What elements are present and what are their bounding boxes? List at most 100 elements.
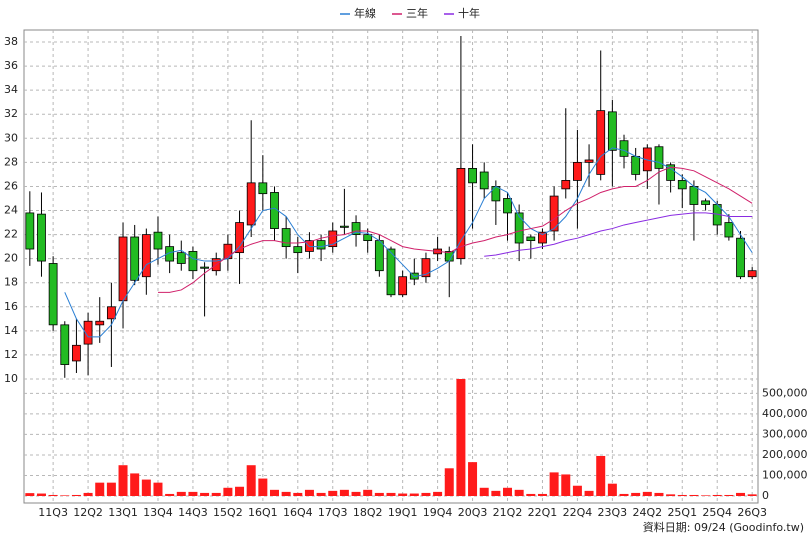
y-tick-label: 20: [4, 252, 18, 265]
candle-body: [328, 230, 338, 248]
ma-line: [64, 147, 753, 338]
y-tick-label: 10: [4, 372, 18, 385]
volume-bar: [654, 492, 664, 496]
volume-bar: [747, 494, 757, 496]
y-tick-label: 18: [4, 276, 18, 289]
y-tick-label: 30: [4, 131, 18, 144]
volume-bar: [456, 379, 466, 496]
candle-body: [130, 236, 140, 281]
volume-bar: [363, 489, 373, 496]
legend-label: 年線: [354, 6, 376, 20]
candle-body: [316, 240, 326, 250]
candle-body: [596, 110, 606, 175]
legend-label: 十年: [458, 6, 480, 20]
volume-bar: [584, 490, 594, 496]
x-tick-label: 13Q1: [108, 506, 138, 519]
candle-body: [677, 180, 687, 190]
candle-body: [654, 146, 664, 169]
volume-bar: [549, 472, 559, 496]
volume-bar: [666, 494, 676, 496]
x-tick-label: 16Q4: [283, 506, 313, 519]
x-tick-label: 26Q3: [737, 506, 767, 519]
legend: 年線 三年 十年: [340, 6, 480, 20]
volume-bar: [211, 492, 221, 496]
x-tick-label: 22Q1: [528, 506, 558, 519]
volume-bar: [374, 492, 384, 496]
volume-bar: [386, 492, 396, 496]
x-tick-label: 19Q4: [423, 506, 453, 519]
candle-body: [176, 252, 186, 264]
y-tick-label: 16: [4, 300, 18, 313]
candle-body: [83, 320, 93, 345]
volume-bar: [188, 491, 198, 496]
x-tick-label: 12Q2: [73, 506, 103, 519]
y2-tick-label: 500,000: [762, 386, 808, 399]
candle-body: [339, 225, 349, 228]
legend-label: 三年: [406, 6, 428, 20]
volume-bar: [269, 489, 279, 496]
volume-bar: [118, 465, 128, 496]
x-tick-label: 14Q3: [178, 506, 208, 519]
candle-body: [468, 167, 477, 184]
x-tick-label: 19Q1: [388, 506, 418, 519]
y-tick-label: 14: [4, 324, 18, 337]
candle-body: [235, 222, 244, 254]
volume-bar: [141, 479, 151, 496]
volume-bar: [339, 489, 349, 496]
candle-body: [666, 164, 676, 181]
volume-bar: [689, 494, 699, 496]
y-tick-label: 34: [4, 83, 18, 96]
volume-bar: [235, 486, 245, 496]
x-tick-label: 23Q3: [598, 506, 628, 519]
volume-bar: [444, 468, 454, 496]
volume-bar: [619, 493, 629, 496]
candle-body: [724, 222, 734, 238]
x-tick-label: 17Q3: [318, 506, 348, 519]
x-tick-label: 20Q3: [458, 506, 488, 519]
y-tick-label: 36: [4, 59, 18, 72]
candle-body: [60, 324, 70, 365]
candle-body: [246, 182, 256, 226]
footer: 資料日期: 09/24 (Goodinfo.tw): [643, 520, 804, 534]
ma-line: [157, 166, 753, 293]
candle-body: [106, 306, 116, 320]
volume-bar: [561, 474, 571, 496]
candle-body: [188, 251, 198, 272]
volume-bar: [677, 494, 687, 496]
volume-bar: [246, 465, 256, 496]
candle-body: [619, 140, 629, 157]
volume-bar: [537, 493, 547, 496]
candle-body: [153, 231, 163, 250]
candle-body: [25, 212, 35, 250]
candle-body: [538, 231, 547, 244]
x-tick-label: 25Q1: [667, 506, 697, 519]
volume-bar: [223, 487, 233, 496]
candle-body: [281, 228, 291, 248]
y2-tick-label: 200,000: [762, 448, 808, 461]
volume-bar: [642, 491, 652, 496]
candle-body: [642, 147, 652, 172]
candle-body: [258, 182, 268, 195]
y2-tick-label: 100,000: [762, 468, 808, 481]
candle-body: [607, 111, 617, 151]
x-tick-label: 15Q2: [213, 506, 243, 519]
x-tick-label: 24Q2: [632, 506, 662, 519]
volume-bar: [491, 490, 501, 496]
volume-bar: [83, 492, 93, 496]
x-tick-label: 16Q1: [248, 506, 278, 519]
candle-body: [701, 200, 710, 205]
volume-bar: [351, 491, 361, 496]
candle-body: [479, 171, 489, 190]
volume-bar: [316, 492, 326, 496]
candle-body: [200, 266, 209, 269]
volume-bar: [328, 490, 338, 496]
volume-bar: [572, 485, 582, 496]
volume-bar: [281, 491, 291, 496]
volume-bar: [409, 493, 419, 496]
candle-body: [398, 276, 408, 296]
candle-body: [48, 263, 58, 326]
volume-bar: [398, 493, 408, 496]
volume-bar: [48, 494, 58, 496]
volume-bar: [596, 455, 606, 496]
y2-tick-label: 0: [762, 489, 769, 502]
